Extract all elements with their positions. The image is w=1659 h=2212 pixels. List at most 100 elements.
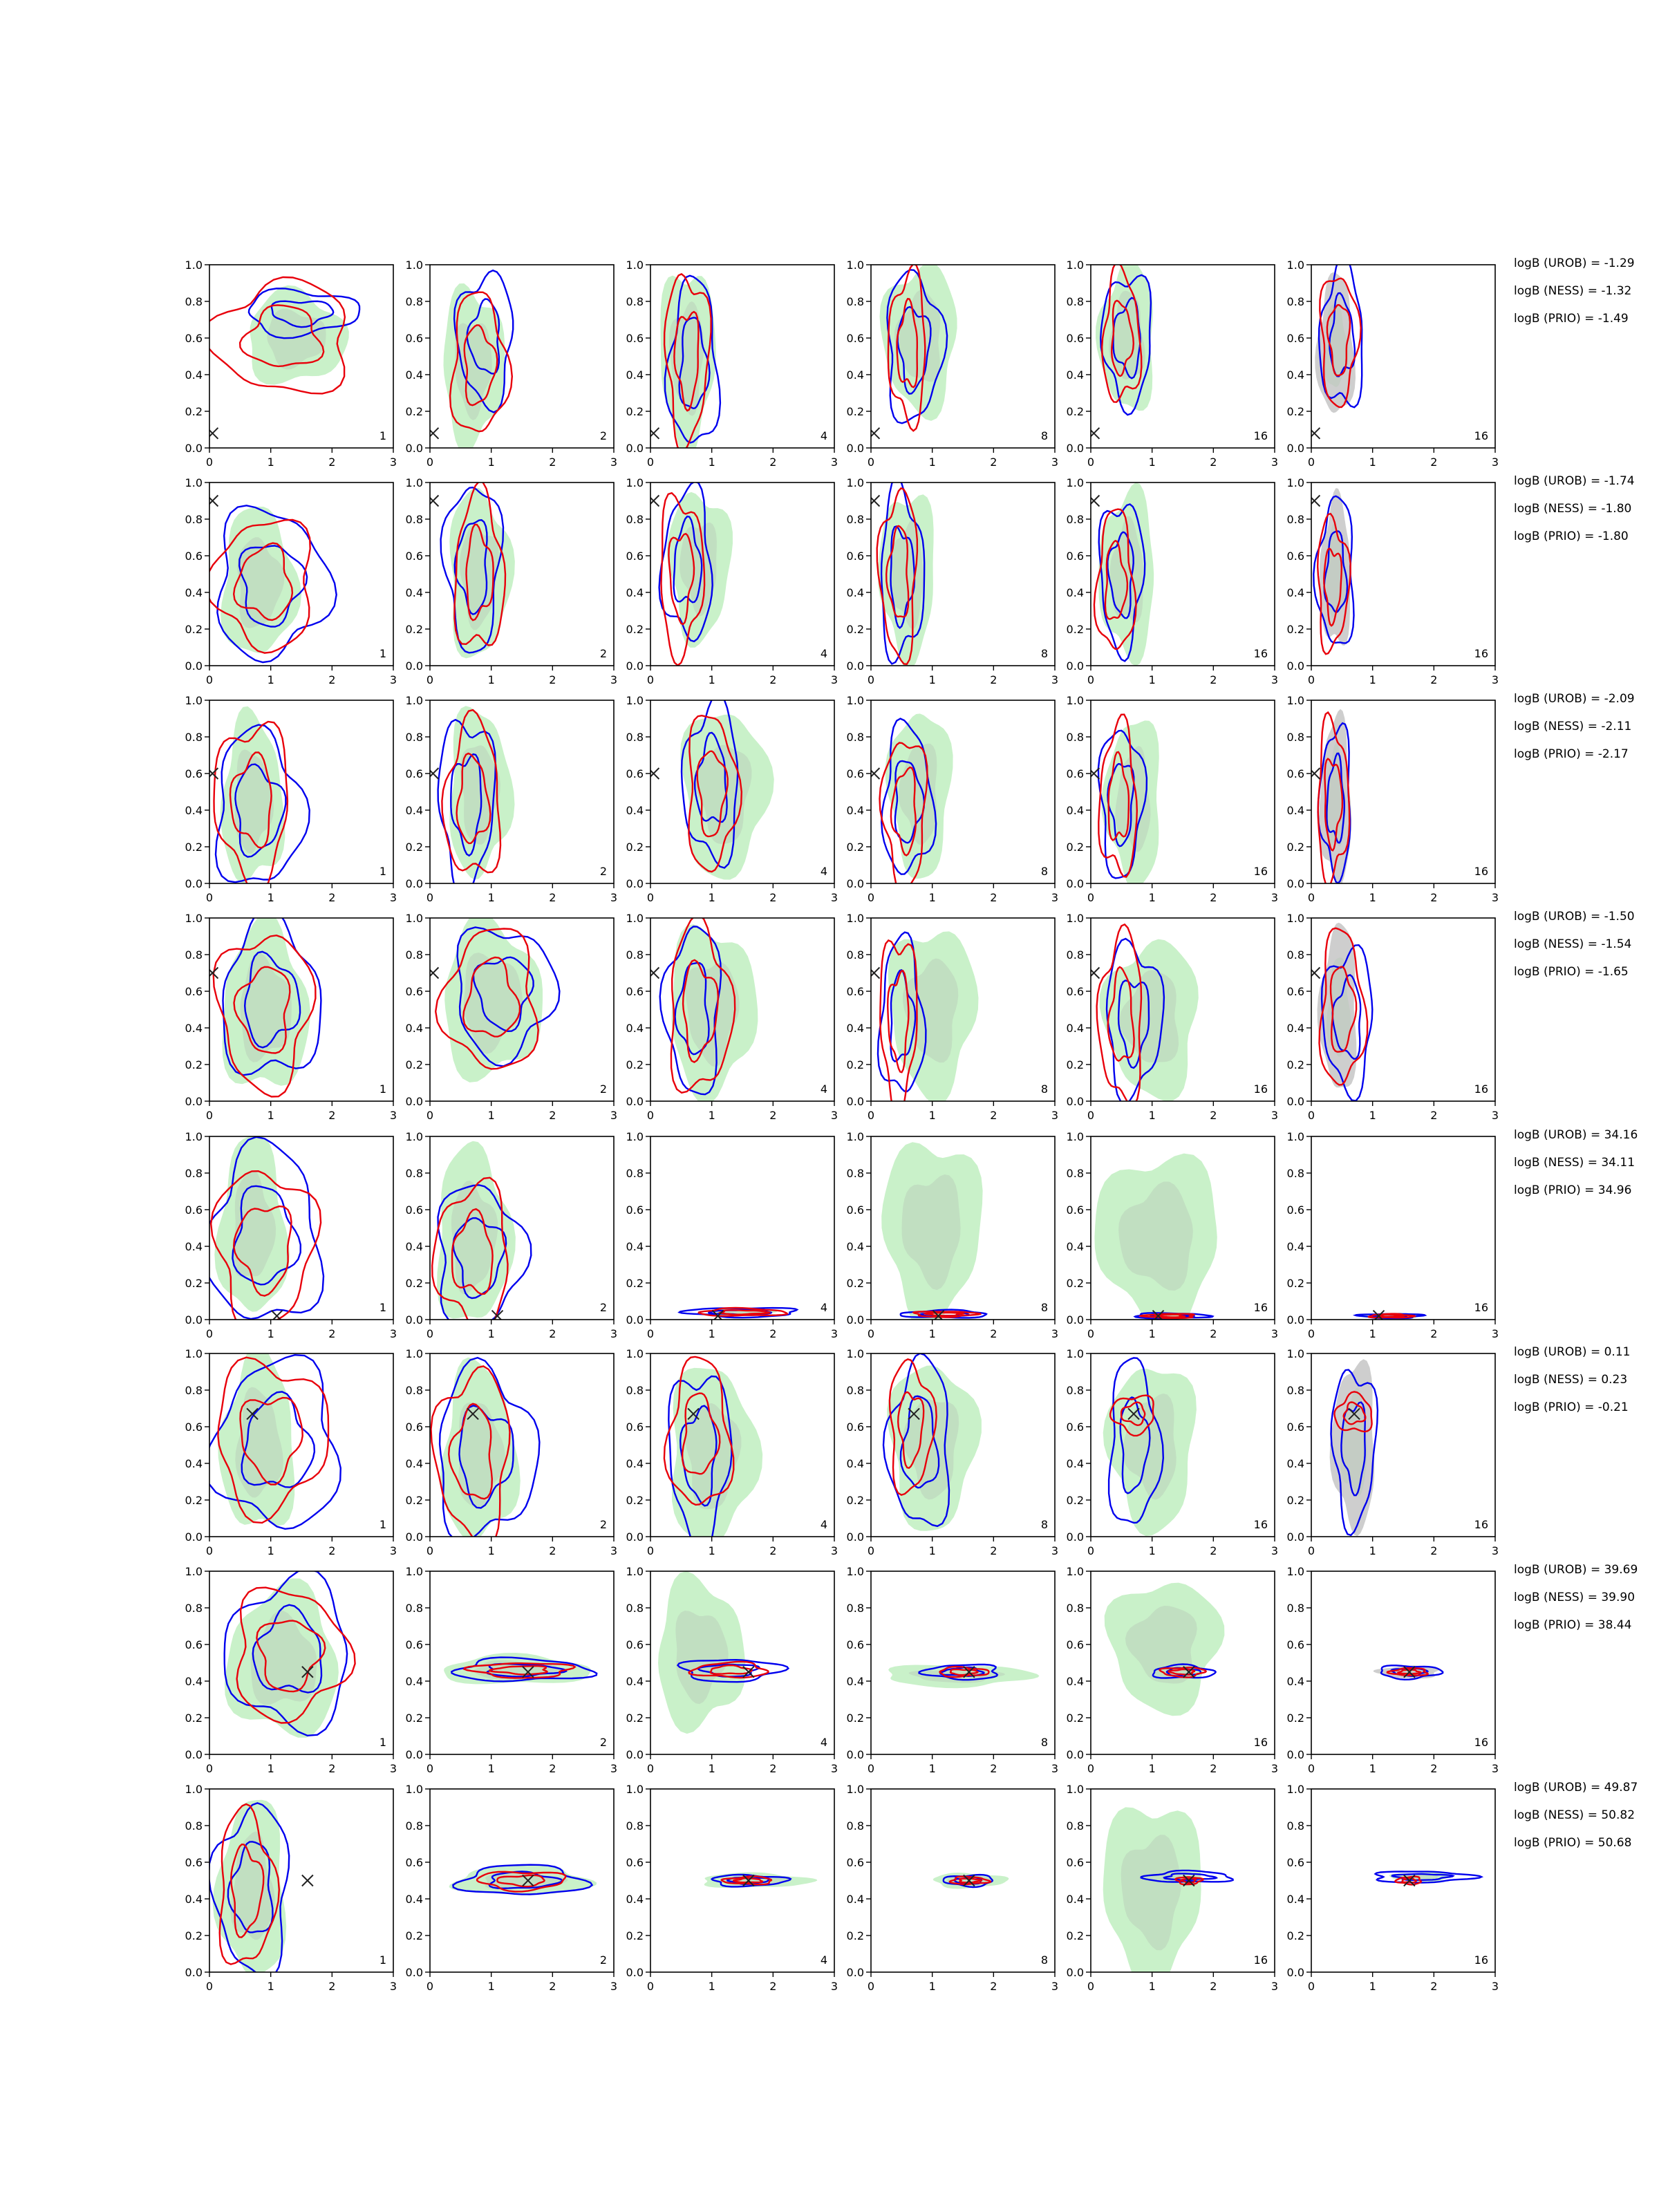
blue-contour	[209, 1802, 290, 1972]
x-tick-label: 1	[1149, 456, 1156, 469]
panel-contours	[932, 1873, 1009, 1889]
x-tick-label: 0	[647, 1327, 654, 1340]
y-tick-label: 0.0	[1067, 1095, 1084, 1108]
blue-contour	[1140, 1869, 1234, 1883]
x-tick-label: 3	[1051, 891, 1058, 904]
y-tick-label: 0.4	[406, 1240, 423, 1253]
panel-r7-c6: 0.0 0.2 0.4 0.6 0.8 1.0 0 1 2 3 16	[1287, 1565, 1499, 1775]
truth-marker	[246, 1407, 259, 1421]
truth-marker	[871, 494, 881, 507]
x-tick-label: 1	[709, 1327, 715, 1340]
y-tick-label: 0.8	[626, 295, 644, 308]
x-tick-label: 0	[206, 1109, 213, 1122]
truth-marker	[871, 767, 881, 780]
logb-text: logB (PRIO) = 50.68	[1514, 1836, 1632, 1850]
y-tick-label: 0.0	[185, 659, 203, 673]
y-tick-label: 0.8	[406, 1167, 423, 1180]
y-tick-label: 0.4	[1067, 1893, 1084, 1906]
x-tick-label: 1	[1149, 1980, 1156, 1993]
red-contour	[897, 1391, 925, 1470]
red-contour	[1104, 539, 1129, 620]
x-tick-label: 0	[647, 1109, 654, 1122]
x-tick-label: 1	[268, 456, 274, 469]
red-contour	[958, 1877, 983, 1884]
panel-contours	[1091, 265, 1153, 440]
x-tick-label: 1	[268, 1544, 274, 1557]
truth-marker	[301, 1874, 314, 1887]
x-tick-label: 3	[1492, 891, 1499, 904]
x-tick-label: 2	[990, 1544, 997, 1557]
y-tick-label: 0.2	[847, 623, 864, 636]
x-tick-label: 2	[328, 1109, 335, 1122]
y-tick-label: 0.2	[185, 1712, 203, 1725]
y-tick-label: 0.2	[1067, 623, 1084, 636]
red-contour	[1096, 923, 1143, 1101]
panel-r3-c4: 0.0 0.2 0.4 0.6 0.8 1.0 0 1 2 38	[847, 694, 1059, 904]
panel-r2-c4: 0.0 0.2 0.4 0.6 0.8 1.0 0 1 2 38	[847, 476, 1059, 686]
red-contour	[1107, 751, 1130, 841]
panel-frame	[209, 482, 394, 666]
blue-contour	[223, 1571, 348, 1737]
x-tick-label: 3	[1271, 673, 1278, 686]
panel-r3-c2: 0.00.20.40.60.81.00 1 2 32	[406, 694, 618, 904]
panel-contours	[430, 269, 514, 448]
panel-contours	[1374, 1871, 1484, 1887]
panel-contours	[871, 931, 979, 1101]
y-tick-label: 0.0	[406, 1966, 423, 1979]
panel-label: 2	[600, 1953, 607, 1967]
panel-label: 8	[1041, 865, 1048, 878]
x-tick-label: 0	[1308, 1980, 1315, 1993]
panel-contours	[430, 706, 515, 883]
red-contour	[212, 934, 317, 1098]
x-tick-label: 0	[1087, 1762, 1094, 1775]
red-contour	[887, 265, 926, 432]
panel-label: 4	[821, 865, 827, 878]
y-tick-label: 0.6	[1067, 550, 1084, 563]
y-tick-label: 0.2	[406, 841, 423, 854]
logb-text: logB (NESS) = -1.32	[1514, 284, 1632, 298]
panel-frame	[1311, 917, 1496, 1102]
red-contour	[696, 750, 729, 838]
red-contour	[1397, 1669, 1423, 1675]
x-tick-label: 0	[1087, 456, 1094, 469]
y-tick-label: 0.4	[185, 1893, 203, 1906]
panel-label: 16	[1474, 647, 1488, 660]
x-tick-label: 2	[990, 1109, 997, 1122]
logb-text: logB (UROB) = -1.29	[1514, 256, 1635, 270]
density-fill	[658, 1571, 746, 1734]
x-tick-label: 3	[1051, 1109, 1058, 1122]
panel-contours	[882, 1353, 982, 1531]
y-tick-label: 0.2	[847, 405, 864, 418]
panel-label: 4	[821, 1301, 827, 1314]
density-fill	[685, 962, 740, 1067]
red-contour	[1318, 927, 1369, 1086]
panel-label: 16	[1474, 1953, 1488, 1967]
y-tick-label: 0.0	[1067, 1313, 1084, 1327]
panel-label: 16	[1254, 1301, 1268, 1314]
panel-contours	[650, 272, 722, 448]
blue-contour	[677, 1306, 799, 1319]
panel-frame	[1311, 1353, 1496, 1537]
panel-contours	[1311, 265, 1363, 440]
blue-contour	[673, 515, 703, 603]
x-tick-label: 3	[610, 1762, 617, 1775]
panel-contours	[430, 482, 515, 659]
panel-contours	[209, 276, 361, 440]
panel-label: 8	[1041, 1518, 1048, 1531]
truth-marker	[871, 966, 881, 980]
y-tick-label: 0.2	[1287, 841, 1304, 854]
red-contour	[239, 1396, 303, 1485]
truth-marker	[742, 1666, 755, 1678]
y-tick-label: 0.4	[406, 1675, 423, 1688]
x-tick-label: 1	[709, 1762, 715, 1775]
red-contour	[453, 482, 507, 646]
x-tick-label: 2	[990, 456, 997, 469]
x-tick-label: 3	[610, 1980, 617, 1993]
red-contour	[1174, 1876, 1205, 1886]
density-fill	[224, 1578, 339, 1738]
blue-contour	[438, 1356, 541, 1537]
y-tick-label: 0.0	[185, 1530, 203, 1544]
y-tick-label: 0.6	[185, 767, 203, 780]
panel-label: 8	[1041, 1301, 1048, 1314]
